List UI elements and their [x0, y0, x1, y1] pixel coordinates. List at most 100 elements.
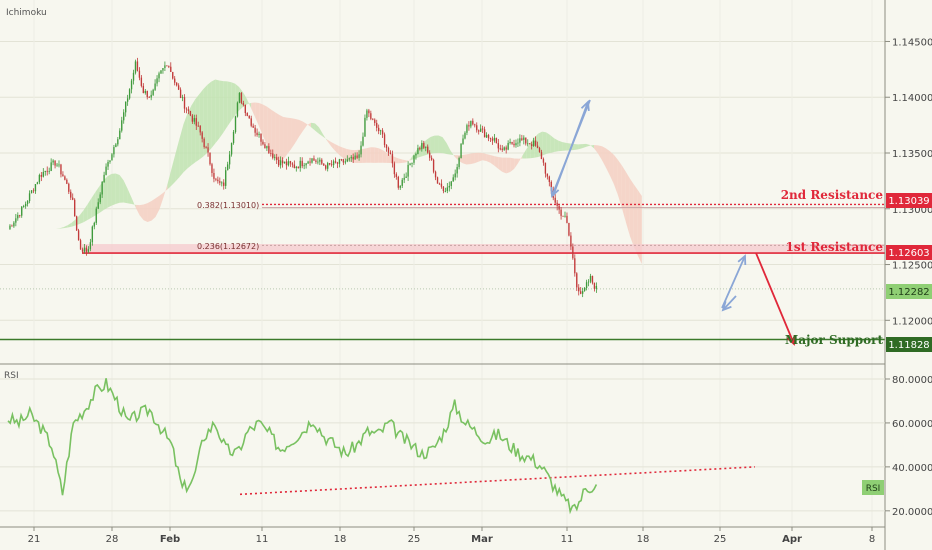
candle-body	[411, 162, 413, 164]
candle-body	[172, 71, 174, 79]
cloud-segment	[103, 176, 108, 211]
fib-236-label: 0.236(1.12672)	[197, 242, 259, 251]
candle-body	[330, 164, 333, 166]
candle-body	[17, 215, 19, 219]
blue-arrow-up-2-head	[737, 254, 747, 266]
candle-body	[95, 208, 97, 223]
candle-body	[399, 185, 401, 188]
candle-body	[446, 187, 449, 192]
candle-body	[574, 258, 576, 274]
cloud-segment	[406, 158, 411, 163]
cloud-segment	[71, 219, 76, 227]
cloud-segment	[462, 154, 467, 165]
cloud-segment	[135, 204, 140, 216]
time-tick-label: 25	[408, 534, 421, 545]
candle-body	[217, 179, 219, 182]
candle-body	[72, 197, 74, 200]
candle-body	[370, 113, 372, 119]
candle-body	[325, 165, 327, 169]
candle-body	[291, 163, 294, 165]
candle-body	[32, 190, 35, 192]
candle-body	[225, 170, 227, 186]
cloud-segment	[398, 158, 403, 164]
candle-body	[46, 170, 48, 172]
cloud-segment	[374, 147, 379, 163]
cloud-segment	[251, 102, 256, 118]
candle-body	[103, 174, 105, 182]
candle-body	[501, 148, 503, 150]
cloud-segment	[546, 132, 551, 155]
rsi-tick-label: 80.0000	[892, 375, 932, 386]
cloud-segment	[370, 147, 375, 163]
candle-body	[376, 122, 378, 128]
candle-body	[525, 137, 527, 144]
candle-body	[15, 218, 17, 223]
cloud-segment	[318, 127, 323, 137]
time-tick-label: 21	[28, 534, 41, 545]
cloud-segment	[574, 143, 579, 150]
candle-body	[405, 176, 407, 178]
candle-body	[132, 72, 135, 81]
candle-body	[266, 146, 268, 149]
candle-body	[276, 157, 278, 160]
cloud-segment	[514, 158, 519, 169]
candle-body	[425, 146, 427, 148]
blue-arrow-down-1-head	[550, 186, 560, 198]
cloud-segment	[446, 142, 451, 155]
candle-body	[317, 161, 319, 163]
cloud-segment	[123, 180, 128, 204]
candle-body	[503, 147, 505, 150]
cloud-segment	[295, 118, 300, 144]
candle-body	[152, 89, 154, 95]
candle-body	[507, 143, 509, 150]
candle-body	[495, 137, 498, 144]
candle-body	[156, 78, 158, 84]
price-axis-ticks: 1.14500 1.14000 1.13500 1.13000 1.12500 1.120…	[885, 37, 932, 327]
candle-body	[168, 66, 170, 68]
candle-body	[436, 177, 439, 184]
candle-body	[485, 134, 488, 138]
candle-body	[234, 116, 237, 133]
rsi-line	[7, 378, 598, 515]
first-resistance-badge: 1.12603	[886, 245, 932, 260]
last-price-badge: 1.12282	[886, 284, 932, 299]
cloud-segment	[67, 222, 72, 228]
cloud-segment	[267, 106, 272, 154]
candle-body	[583, 288, 586, 292]
cloud-segment	[394, 157, 399, 164]
candle-body	[38, 174, 41, 183]
first-resistance-price: 1.12603	[888, 248, 929, 259]
candle-body	[393, 163, 396, 175]
cloud-segment	[279, 114, 284, 162]
candle-body	[521, 138, 523, 140]
cloud-segment	[454, 155, 459, 161]
cloud-segment	[183, 113, 188, 173]
cloud-segment	[554, 138, 559, 153]
cloud-segment	[199, 89, 204, 160]
candle-body	[146, 90, 148, 98]
blue-arrow-down-2-head	[721, 301, 732, 312]
candle-body	[215, 178, 217, 180]
cloud-segment	[179, 124, 184, 178]
candle-body	[352, 156, 354, 160]
candle-body	[262, 141, 264, 145]
candle-body	[383, 134, 386, 145]
candle-body	[91, 226, 94, 243]
candle-body	[89, 242, 92, 250]
cloud-segment	[255, 102, 260, 127]
candle-body	[581, 291, 584, 294]
candle-body	[354, 155, 356, 160]
cloud-segment	[55, 228, 60, 229]
cloud-segment	[306, 122, 311, 128]
cloud-segment	[506, 157, 511, 174]
candle-body	[19, 215, 21, 216]
candle-body	[109, 160, 111, 162]
candle-body	[295, 166, 297, 169]
candle-body	[177, 85, 180, 90]
cloud-segment	[155, 195, 160, 217]
candle-body	[366, 110, 368, 118]
candle-body	[264, 144, 266, 149]
candle-body	[513, 143, 515, 146]
candle-body	[327, 163, 329, 169]
